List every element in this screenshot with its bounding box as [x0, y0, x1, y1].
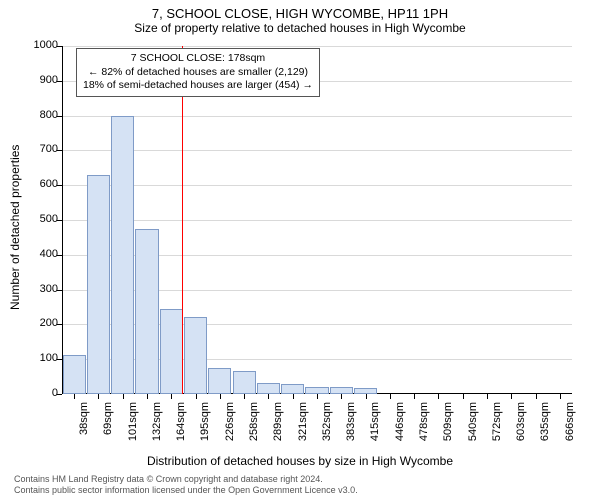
x-tick-label: 540sqm: [467, 402, 479, 441]
histogram-bar: [135, 229, 158, 394]
footer-line-1: Contains HM Land Registry data © Crown c…: [14, 474, 358, 485]
annotation-line: 7 SCHOOL CLOSE: 178sqm: [83, 52, 313, 66]
x-tick-label: 666sqm: [564, 402, 576, 441]
annotation-line: 18% of semi-detached houses are larger (…: [83, 79, 313, 93]
y-tick-label: 400: [18, 248, 58, 260]
footer-line-2: Contains public sector information licen…: [14, 485, 358, 496]
x-tick-label: 226sqm: [224, 402, 236, 441]
histogram-bar: [305, 387, 328, 394]
x-tick-label: 289sqm: [272, 402, 284, 441]
histogram-bar: [257, 383, 280, 394]
x-tick-label: 164sqm: [175, 402, 187, 441]
gridline: [62, 150, 572, 151]
x-tick-label: 446sqm: [394, 402, 406, 441]
x-tick-label: 635sqm: [540, 402, 552, 441]
histogram-bar: [87, 175, 110, 394]
x-tick-label: 101sqm: [127, 402, 139, 441]
y-tick-label: 900: [18, 74, 58, 86]
y-tick-label: 0: [18, 387, 58, 399]
x-tick-label: 603sqm: [515, 402, 527, 441]
reference-line: [182, 46, 183, 394]
histogram-bar: [63, 355, 86, 394]
y-tick-label: 500: [18, 213, 58, 225]
y-tick-label: 300: [18, 283, 58, 295]
page-subtitle: Size of property relative to detached ho…: [0, 21, 600, 37]
annotation-box: 7 SCHOOL CLOSE: 178sqm← 82% of detached …: [76, 48, 320, 97]
histogram-bar: [160, 309, 183, 394]
x-tick-label: 415sqm: [370, 402, 382, 441]
x-tick-label: 383sqm: [345, 402, 357, 441]
x-tick-label: 509sqm: [442, 402, 454, 441]
x-tick-label: 478sqm: [418, 402, 430, 441]
y-tick-label: 700: [18, 143, 58, 155]
x-tick-label: 572sqm: [491, 402, 503, 441]
x-tick-label: 258sqm: [248, 402, 260, 441]
x-axis-label: Distribution of detached houses by size …: [0, 454, 600, 468]
y-tick-label: 1000: [18, 39, 58, 51]
x-tick-label: 69sqm: [102, 402, 114, 435]
histogram-bar: [233, 371, 256, 394]
page-title: 7, SCHOOL CLOSE, HIGH WYCOMBE, HP11 1PH: [0, 0, 600, 21]
x-tick-label: 132sqm: [151, 402, 163, 441]
x-tick-label: 321sqm: [297, 402, 309, 441]
x-tick-label: 38sqm: [78, 402, 90, 435]
footer-attribution: Contains HM Land Registry data © Crown c…: [14, 474, 358, 497]
histogram-bar: [281, 384, 304, 394]
histogram-bar: [208, 368, 231, 394]
x-tick-label: 352sqm: [321, 402, 333, 441]
x-tick-label: 195sqm: [200, 402, 212, 441]
y-tick-label: 100: [18, 352, 58, 364]
gridline: [62, 220, 572, 221]
gridline: [62, 46, 572, 47]
gridline: [62, 116, 572, 117]
y-tick-label: 800: [18, 109, 58, 121]
histogram-bar: [111, 116, 134, 394]
histogram-bar: [330, 387, 353, 394]
gridline: [62, 185, 572, 186]
y-tick-label: 600: [18, 178, 58, 190]
histogram-bar: [184, 317, 207, 394]
y-tick-label: 200: [18, 317, 58, 329]
annotation-line: ← 82% of detached houses are smaller (2,…: [83, 66, 313, 80]
chart-plot-area: 0100200300400500600700800900100038sqm69s…: [62, 46, 572, 394]
